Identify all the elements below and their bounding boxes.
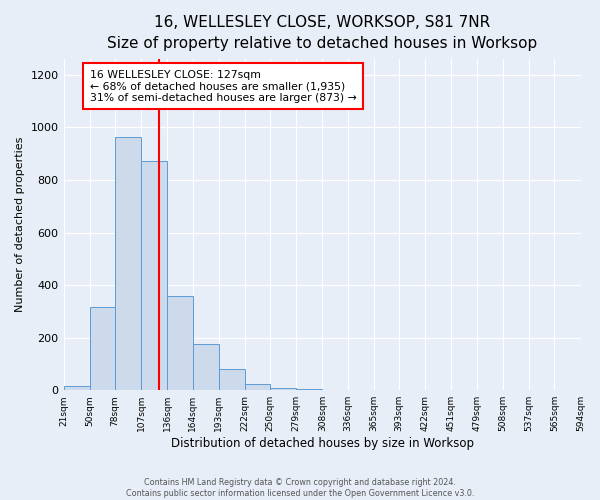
Bar <box>115 136 141 390</box>
Bar <box>90 308 115 390</box>
Bar <box>219 369 245 390</box>
Text: Contains HM Land Registry data © Crown copyright and database right 2024.
Contai: Contains HM Land Registry data © Crown c… <box>126 478 474 498</box>
Bar <box>167 296 193 390</box>
Y-axis label: Number of detached properties: Number of detached properties <box>15 137 25 312</box>
Bar <box>270 388 296 390</box>
Bar <box>141 161 167 390</box>
Title: 16, WELLESLEY CLOSE, WORKSOP, S81 7NR
Size of property relative to detached hous: 16, WELLESLEY CLOSE, WORKSOP, S81 7NR Si… <box>107 15 537 51</box>
Text: 16 WELLESLEY CLOSE: 127sqm
← 68% of detached houses are smaller (1,935)
31% of s: 16 WELLESLEY CLOSE: 127sqm ← 68% of deta… <box>90 70 356 103</box>
Bar <box>193 344 219 390</box>
Bar <box>245 384 270 390</box>
X-axis label: Distribution of detached houses by size in Worksop: Distribution of detached houses by size … <box>170 437 473 450</box>
Bar <box>64 386 90 390</box>
